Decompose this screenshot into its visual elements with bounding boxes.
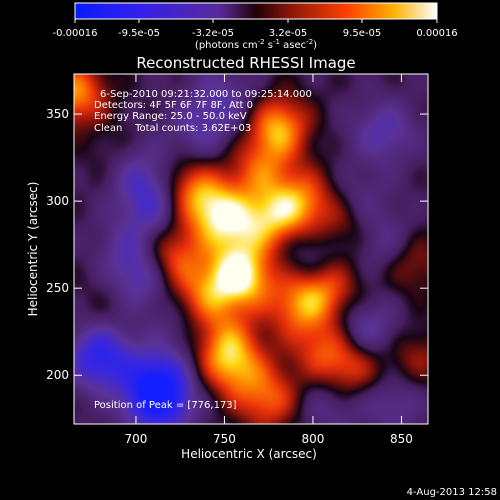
x-tick-label: 800 (301, 432, 324, 446)
colorbar-tick-label: 0.00016 (416, 28, 457, 39)
colorbar-tick-label: -9.5e-05 (118, 28, 160, 39)
axis-ticks: 700 750 800 850 200 250 300 350 (46, 74, 428, 446)
annotation-block: 6-Sep-2010 09:21:32.000 to 09:25:14.000 … (94, 89, 312, 411)
peak-position-label: Position of Peak = [776,173] (94, 400, 237, 411)
clean-counts-label: Clean Total counts: 3.62E+03 (94, 123, 251, 134)
detectors-label: Detectors: 4F 5F 6F 7F 8F, Att 0 (94, 100, 253, 111)
y-axis-label: Heliocentric Y (arcsec) (26, 182, 40, 317)
heatmap-image (74, 74, 428, 424)
colorbar-tick-label: -3.2e-05 (192, 28, 234, 39)
x-tick-label: 850 (390, 432, 413, 446)
y-tick-label: 200 (46, 368, 69, 382)
x-axis-label: Heliocentric X (arcsec) (181, 447, 317, 461)
colorbar-tick-label: -0.00016 (53, 28, 98, 39)
colorbar-unit-label: (photons cm-2 s-1 asec-2) (195, 38, 317, 51)
colorbar-tick-label: 9.5e-05 (343, 28, 381, 39)
plot-date-stamp: 4-Aug-2013 12:58 (407, 487, 497, 498)
time-range-label: 6-Sep-2010 09:21:32.000 to 09:25:14.000 (100, 89, 312, 100)
chart-title: Reconstructed RHESSI Image (136, 54, 355, 72)
colorbar: -0.00016 -9.5e-05 -3.2e-05 3.2e-05 9.5e-05 0.… (53, 2, 458, 51)
x-tick-label: 750 (213, 432, 236, 446)
x-tick-label: 700 (124, 432, 147, 446)
colorbar-frame (74, 2, 438, 20)
colorbar-ramp (75, 3, 437, 19)
colorbar-ticks: -0.00016 -9.5e-05 -3.2e-05 3.2e-05 9.5e-05 0.… (53, 19, 458, 39)
y-tick-label: 300 (46, 194, 69, 208)
energy-range-label: Energy Range: 25.0 - 50.0 keV (94, 111, 247, 122)
colorbar-tick-label: 3.2e-05 (269, 28, 307, 39)
plot-frame (73, 73, 429, 425)
y-tick-label: 350 (46, 107, 69, 121)
y-tick-label: 250 (46, 281, 69, 295)
